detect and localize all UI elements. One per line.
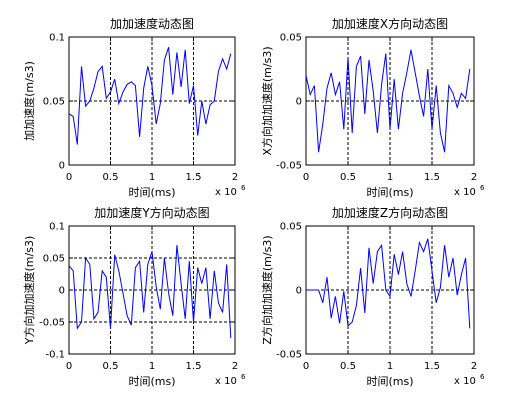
chart-title: 加加速度Z方向动态图	[332, 205, 448, 220]
y-tick-label: 0.1	[49, 33, 65, 44]
chart-title: 加加速度X方向动态图	[332, 16, 448, 31]
x-tick-label: 0.5	[340, 172, 356, 183]
series-line-1	[68, 245, 232, 339]
x-axis-label: 时间(ms)	[366, 186, 413, 199]
series-line-1	[305, 49, 471, 153]
y-axis-label: 加加速度(m/s3)	[22, 61, 36, 141]
x-tick-label: 2	[232, 361, 238, 372]
y-axis-label: Z方向加加速度(m/s3)	[260, 235, 274, 344]
x-tick-label: 0.5	[340, 361, 356, 372]
x-tick-label: 1.5	[424, 361, 440, 372]
y-tick-label: 0	[59, 286, 65, 297]
x-tick-label: 0.5	[103, 361, 119, 372]
series-line-1	[306, 238, 471, 329]
x-exponent-base: x 10	[215, 376, 237, 387]
x-exponent-power: 6	[241, 184, 246, 192]
x-tick-label: 0.5	[103, 172, 119, 183]
y-tick-label: 0.05	[280, 222, 302, 233]
x-axis-label: 时间(ms)	[366, 375, 413, 388]
x-axis-label: 时间(ms)	[128, 186, 175, 199]
x-exponent-power: 6	[241, 373, 246, 381]
y-tick-label: 0.05	[280, 33, 302, 44]
x-tick-label: 1	[387, 361, 393, 372]
y-tick-label: 0	[59, 161, 65, 172]
x-exponent-base: x 10	[454, 187, 476, 198]
y-tick-label: 0	[296, 286, 302, 297]
y-axis-label: X方向加加速度(m/s3)	[260, 46, 274, 155]
x-exponent-power: 6	[480, 373, 485, 381]
x-tick-label: 0	[66, 172, 72, 183]
x-tick-label: 1.5	[424, 172, 440, 183]
y-tick-label: -0.1	[45, 350, 65, 361]
x-tick-label: 2	[471, 361, 477, 372]
x-tick-label: 0	[66, 361, 72, 372]
x-tick-label: 1.5	[186, 361, 202, 372]
x-exponent-base: x 10	[215, 187, 237, 198]
chart-panel-3: 0 0.5 1 1.5 2 -0.1 -0.05 0 0.05 0.1 加加速度Y方向动态图时间(m…	[22, 205, 246, 388]
x-exponent-power: 6	[480, 184, 485, 192]
y-tick-label: -0.05	[276, 350, 302, 361]
chart-title: 加加速度Y方向动态图	[94, 205, 209, 220]
x-exponent-base: x 10	[454, 376, 476, 387]
x-tick-label: 1	[387, 172, 393, 183]
y-tick-label: 0.1	[49, 222, 65, 233]
x-tick-label: 2	[471, 172, 477, 183]
y-tick-label: 0.05	[43, 97, 65, 108]
x-axis-label: 时间(ms)	[128, 375, 175, 388]
y-axis-label: Y方向加加速度(m/s3)	[22, 236, 36, 345]
x-tick-label: 1	[149, 361, 155, 372]
x-tick-label: 0	[303, 172, 309, 183]
x-tick-label: 0	[303, 361, 309, 372]
y-tick-label: -0.05	[276, 161, 302, 172]
x-tick-label: 1	[149, 172, 155, 183]
y-tick-label: 0	[296, 97, 302, 108]
chart-title: 加加速度动态图	[110, 16, 194, 31]
y-tick-label: 0.05	[43, 254, 65, 265]
y-tick-label: -0.05	[39, 318, 65, 329]
x-tick-label: 2	[232, 172, 238, 183]
x-tick-label: 1.5	[186, 172, 202, 183]
series-line-1	[68, 47, 232, 145]
